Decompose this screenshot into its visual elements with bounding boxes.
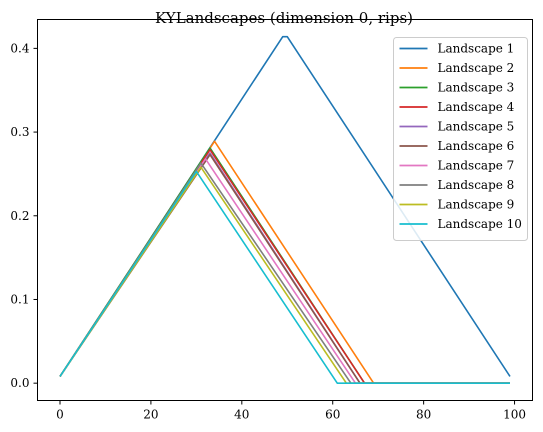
- y-tick-label: 0.0: [10, 376, 29, 390]
- y-tick-label: 0.1: [10, 292, 29, 306]
- x-tick-label: 40: [234, 408, 249, 422]
- y-tick-label: 0.2: [10, 209, 29, 223]
- y-tick-label: 0.3: [10, 125, 29, 139]
- chart-title: KYLandscapes (dimension 0, rips): [155, 9, 413, 27]
- x-tick-label: 20: [143, 408, 158, 422]
- legend-label: Landscape 7: [438, 159, 515, 173]
- x-tick-label: 60: [325, 408, 340, 422]
- y-axis: 0.0 0.1 0.2 0.3 0.4: [10, 41, 38, 390]
- x-tick-label: 80: [416, 408, 431, 422]
- x-tick-label: 100: [503, 408, 526, 422]
- legend-label: Landscape 2: [438, 61, 515, 75]
- legend-label: Landscape 1: [438, 42, 515, 56]
- axes-frame: [37, 19, 533, 401]
- series-line-10: [59, 170, 510, 384]
- legend-label: Landscape 9: [438, 198, 515, 212]
- legend: Landscape 1 Landscape 2 Landscape 3 Landsca…: [393, 37, 528, 241]
- x-tick-label: 0: [56, 408, 64, 422]
- y-tick-label: 0.4: [10, 41, 29, 55]
- legend-label: Landscape 8: [438, 178, 515, 192]
- plot-area: [59, 35, 511, 384]
- legend-label: Landscape 6: [438, 139, 515, 153]
- x-axis: 0 20 40 60 80 100: [56, 400, 526, 422]
- legend-label: Landscape 3: [438, 81, 515, 95]
- legend-label: Landscape 5: [438, 120, 515, 134]
- legend-label: Landscape 10: [438, 217, 522, 231]
- legend-label: Landscape 4: [438, 100, 515, 114]
